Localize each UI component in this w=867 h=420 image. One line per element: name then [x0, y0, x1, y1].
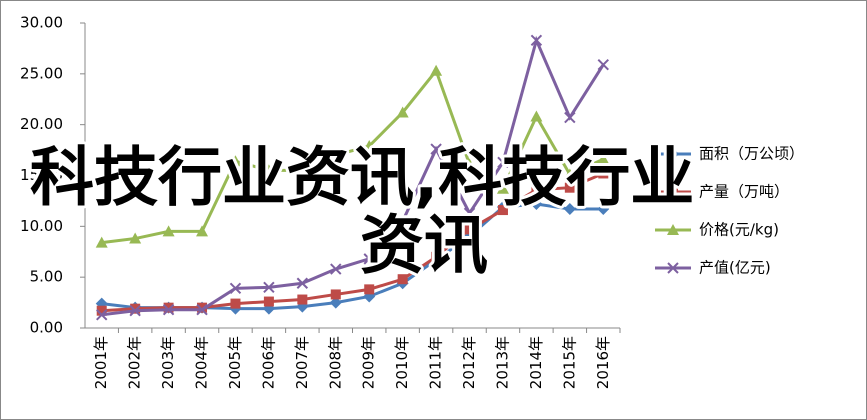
- marker: [262, 164, 275, 176]
- marker: [96, 309, 108, 321]
- y-tick-label: 10.00: [20, 217, 63, 235]
- x-tick-label: 2003年: [159, 336, 177, 389]
- marker: [363, 253, 375, 265]
- marker: [263, 281, 275, 294]
- marker: [197, 302, 208, 313]
- marker: [597, 58, 609, 71]
- legend-label: 面积（万公顷）: [699, 145, 804, 163]
- marker: [597, 203, 610, 216]
- marker: [297, 294, 308, 305]
- marker: [563, 203, 576, 216]
- x-tick-label: 2002年: [126, 336, 144, 389]
- x-tick-label: 2009年: [360, 336, 378, 389]
- y-tick-label: 20.00: [20, 115, 63, 133]
- marker: [96, 305, 107, 316]
- marker: [229, 155, 242, 167]
- x-tick-label: 2012年: [460, 336, 478, 389]
- marker: [130, 303, 141, 314]
- marker: [329, 296, 342, 309]
- marker: [430, 143, 442, 155]
- x-tick-label: 2008年: [326, 336, 344, 389]
- marker: [263, 296, 274, 307]
- x-tick-label: 2004年: [193, 336, 211, 389]
- marker: [196, 225, 209, 237]
- x-tick-label: 2001年: [92, 336, 110, 389]
- x-tick-label: 2015年: [560, 336, 578, 389]
- y-tick-label: 25.00: [20, 64, 63, 82]
- marker: [196, 303, 208, 316]
- legend-label: 产量（万吨）: [699, 183, 789, 201]
- marker: [496, 182, 509, 194]
- y-tick-label: 5.00: [30, 268, 63, 286]
- marker: [597, 153, 610, 165]
- marker: [598, 168, 609, 179]
- marker: [463, 158, 476, 170]
- x-tick-label: 2014年: [527, 336, 545, 389]
- legend-marker: [667, 224, 679, 235]
- marker: [530, 110, 543, 122]
- marker: [563, 168, 576, 180]
- marker: [163, 302, 174, 313]
- x-tick-label: 2006年: [259, 336, 277, 389]
- x-tick-label: 2010年: [393, 336, 411, 389]
- marker: [162, 303, 175, 316]
- plot-area: 0.00 5.00 10.00 15.00 20.00 25.00 30.00 2001年 20…: [20, 14, 804, 390]
- marker: [230, 298, 241, 309]
- series-line: [101, 172, 604, 313]
- y-tick-label: 30.00: [20, 14, 63, 32]
- x-tick-label: 2007年: [293, 336, 311, 389]
- legend-marker: [668, 187, 678, 197]
- x-tick-label: 2016年: [594, 336, 612, 389]
- marker: [129, 232, 142, 244]
- marker: [430, 64, 443, 76]
- marker: [129, 305, 141, 317]
- marker: [229, 282, 242, 295]
- x-tick-label: 2005年: [226, 336, 244, 389]
- series-line: [101, 67, 604, 245]
- series-line: [101, 35, 605, 317]
- overlay-text: 资讯: [360, 210, 488, 284]
- legend-label: 产值(亿元): [699, 259, 771, 277]
- legend-label: 价格(元/kg): [699, 221, 779, 239]
- marker: [396, 215, 409, 227]
- overlay-text: 科技行业资讯,科技行业: [30, 142, 694, 216]
- x-tick-label: 2013年: [493, 336, 511, 389]
- marker: [564, 111, 576, 124]
- marker: [363, 140, 376, 152]
- marker: [497, 205, 508, 216]
- marker: [396, 106, 409, 118]
- marker: [497, 156, 509, 168]
- legend-marker: [667, 262, 679, 274]
- marker: [364, 284, 375, 295]
- y-tick-label: 15.00: [20, 166, 63, 184]
- marker: [296, 277, 309, 289]
- marker: [296, 164, 309, 176]
- marker: [530, 34, 543, 46]
- marker: [463, 207, 476, 219]
- marker: [330, 263, 342, 275]
- marker: [162, 225, 175, 237]
- marker: [95, 236, 108, 248]
- marker: [531, 184, 542, 195]
- y-tick-label: 0.00: [30, 319, 63, 337]
- legend-marker: [667, 148, 679, 160]
- marker: [397, 274, 408, 285]
- marker: [329, 149, 342, 161]
- marker: [330, 289, 341, 300]
- x-tick-label: 2011年: [427, 336, 445, 389]
- marker: [530, 197, 543, 210]
- marker: [564, 182, 575, 193]
- marker: [464, 224, 475, 235]
- marker: [431, 251, 442, 262]
